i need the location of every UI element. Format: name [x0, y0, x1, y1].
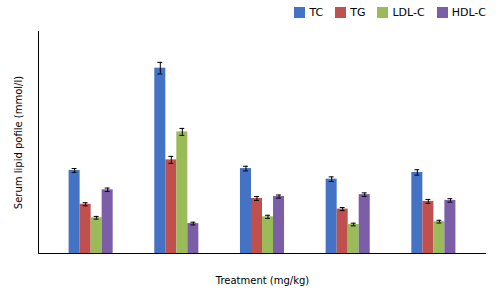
- svg-text:Serum lipid pofile (mmol/l): Serum lipid pofile (mmol/l): [13, 76, 24, 209]
- html-text:TG: TG: [350, 6, 366, 19]
- html-text:HDL-C: HDL-C: [451, 6, 486, 19]
- html-text:LDL-C: LDL-C: [392, 6, 425, 19]
- svg-text:Treatment (mg/kg): Treatment (mg/kg): [215, 275, 310, 286]
- html-text:TC: TC: [309, 6, 324, 19]
